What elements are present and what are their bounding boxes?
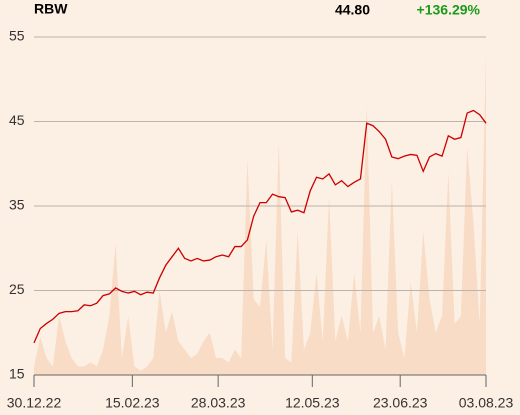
chart-title: RBW <box>34 1 68 17</box>
price-change: +136.29% <box>417 2 481 18</box>
y-tick-label: 35 <box>9 197 25 213</box>
y-tick-label: 15 <box>9 366 25 382</box>
y-tick-label: 25 <box>9 281 25 297</box>
x-tick-label: 28.03.23 <box>191 395 246 411</box>
x-tick-label: 03.08.23 <box>459 395 514 411</box>
x-tick-label: 30.12.22 <box>7 395 62 411</box>
x-tick-label: 12.05.23 <box>285 395 340 411</box>
price-line <box>33 109 487 344</box>
y-tick-label: 45 <box>9 112 25 128</box>
y-tick-label: 55 <box>9 28 25 44</box>
x-tick-label: 15.02.23 <box>105 395 160 411</box>
last-price: 44.80 <box>335 2 370 18</box>
x-tick-label: 23.06.23 <box>373 395 428 411</box>
volume-area <box>34 53 486 376</box>
